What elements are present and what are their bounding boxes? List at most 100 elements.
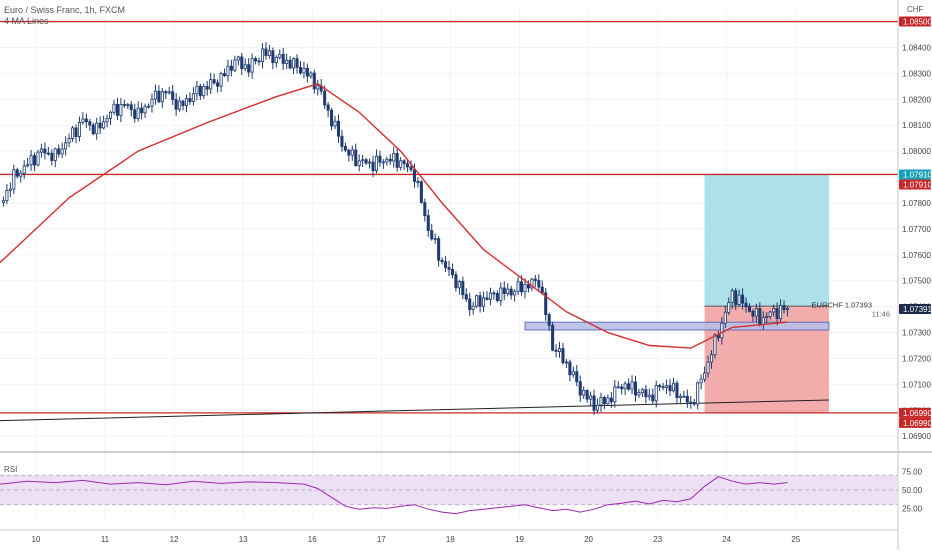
- candle-body: [264, 48, 268, 56]
- candle-body: [547, 314, 551, 326]
- candle-body: [160, 91, 164, 103]
- candle-body: [122, 104, 126, 106]
- candle-body: [585, 390, 589, 400]
- candle-body: [499, 287, 503, 301]
- candle-body: [267, 50, 271, 56]
- candle-body: [775, 308, 779, 319]
- price-tick-label: 1.08400: [902, 43, 931, 52]
- candle-body: [236, 56, 240, 61]
- candle-body: [368, 161, 372, 164]
- price-badge-label: 1.06990: [903, 409, 932, 418]
- candle-body: [703, 372, 707, 380]
- candle-body: [406, 163, 410, 168]
- candle-body: [274, 56, 278, 63]
- price-tick-label: 1.07300: [902, 329, 931, 338]
- candle-body: [526, 284, 530, 289]
- candle-body: [513, 290, 517, 296]
- countdown-label: 11:46: [872, 309, 890, 318]
- candle-body: [530, 278, 534, 289]
- candle-body: [219, 73, 223, 87]
- candle-body: [561, 348, 565, 364]
- candle-body: [39, 148, 43, 153]
- price-badge: [899, 407, 931, 418]
- price-tick-label: 1.07100: [902, 380, 931, 389]
- candle-body: [633, 381, 638, 396]
- candle-body: [140, 107, 144, 114]
- currency-label: CHF: [907, 5, 924, 14]
- candle-body: [589, 395, 593, 400]
- candle-body: [112, 103, 116, 113]
- candle-body: [67, 138, 71, 144]
- candle-body: [630, 381, 634, 390]
- symbol-title[interactable]: Euro / Swiss Franc, 1h, FXCM: [4, 5, 126, 15]
- candle-body: [88, 121, 92, 126]
- candle-body: [602, 397, 606, 405]
- candle-body: [330, 109, 334, 127]
- candle-body: [482, 297, 486, 307]
- candle-body: [671, 382, 676, 392]
- candle-body: [637, 392, 641, 396]
- candle-body: [706, 361, 710, 374]
- candle-body: [81, 118, 85, 123]
- candle-body: [558, 348, 562, 352]
- candle-body: [33, 155, 37, 166]
- price-tick-label: 1.08000: [902, 147, 931, 156]
- candle-body: [761, 317, 765, 325]
- candle-body: [371, 161, 375, 172]
- candle-body: [257, 60, 261, 63]
- candle-body: [665, 385, 669, 388]
- candle-body: [202, 86, 206, 97]
- candle-body: [136, 107, 140, 119]
- candle-body: [57, 148, 61, 155]
- candle-body: [734, 290, 738, 305]
- time-tick-label: 19: [515, 535, 524, 544]
- candle-body: [419, 181, 423, 203]
- candle-body: [582, 390, 586, 396]
- candle-body: [243, 64, 247, 70]
- price-tick-label: 1.07200: [902, 354, 931, 363]
- candle-body: [167, 91, 171, 94]
- candle-body: [71, 127, 75, 139]
- candle-body: [381, 161, 385, 164]
- candle-body: [357, 160, 361, 166]
- candle-body: [143, 105, 147, 114]
- candle-body: [609, 397, 613, 403]
- candle-body: [654, 385, 658, 402]
- candle-body: [668, 385, 672, 392]
- candle-body: [146, 105, 151, 108]
- candle-body: [478, 295, 482, 307]
- candle-body: [46, 152, 50, 155]
- candle-body: [8, 188, 12, 191]
- candle-body: [226, 65, 230, 77]
- candle-body: [292, 58, 296, 69]
- candle-body: [492, 292, 496, 295]
- candle-body: [640, 389, 644, 394]
- candle-body: [347, 149, 351, 156]
- candle-body: [457, 281, 461, 289]
- candle-body: [205, 86, 209, 90]
- price-tick-label: 1.07800: [902, 199, 931, 208]
- candle-body: [378, 155, 382, 163]
- price-tick-label: 1.08100: [902, 121, 931, 130]
- candle-body: [516, 281, 520, 292]
- candle-body: [426, 215, 430, 231]
- price-badge-label: 1.07910: [903, 170, 932, 179]
- indicator-label[interactable]: 4 MA Lines: [4, 16, 49, 26]
- candle-body: [126, 104, 130, 107]
- candle-body: [682, 395, 686, 398]
- candle-body: [26, 164, 30, 167]
- candle-body: [471, 305, 475, 310]
- candle-body: [309, 72, 313, 77]
- candle-body: [212, 79, 216, 84]
- candle-body: [675, 382, 679, 399]
- rsi-line: [0, 476, 788, 515]
- candle-body: [281, 54, 285, 64]
- candle-body: [758, 308, 762, 325]
- candle-body: [772, 308, 776, 313]
- candle-body: [751, 310, 755, 317]
- candle-body: [554, 349, 558, 352]
- candle-body: [298, 67, 303, 74]
- candle-body: [385, 158, 389, 163]
